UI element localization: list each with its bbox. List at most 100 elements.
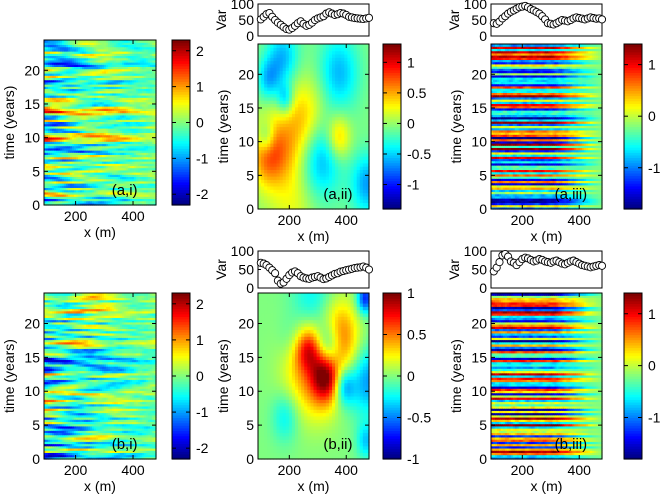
heatmap-cell <box>102 128 105 131</box>
heatmap-cell <box>112 196 115 199</box>
heatmap-cell <box>96 167 99 171</box>
heatmap-cell <box>154 202 157 206</box>
heatmap-cell <box>152 200 155 204</box>
heatmap-cell <box>78 185 81 188</box>
heatmap-cell <box>150 110 153 114</box>
heatmap-cell <box>62 161 65 164</box>
heatmap-cell <box>136 165 139 169</box>
heatmap-cell <box>62 176 65 180</box>
heatmap-cell <box>60 134 63 138</box>
heatmap-cell <box>108 132 111 136</box>
heatmap-cell <box>106 198 109 202</box>
heatmap-cell <box>134 178 137 182</box>
heatmap-cell <box>78 196 81 199</box>
heatmap-cell <box>44 147 47 151</box>
heatmap-cell <box>88 136 91 140</box>
heatmap-cell <box>52 117 55 120</box>
heatmap-cell <box>112 154 115 158</box>
heatmap-cell <box>126 147 129 151</box>
heatmap-cell <box>64 189 67 193</box>
heatmap-cell <box>92 145 95 149</box>
heatmap-cell <box>86 128 89 131</box>
heatmap-cell <box>138 198 141 202</box>
heatmap-cell <box>56 119 59 122</box>
heatmap-cell <box>76 163 79 166</box>
heatmap-cell <box>112 125 115 129</box>
heatmap-cell <box>68 158 71 162</box>
heatmap-cell <box>62 202 65 206</box>
heatmap-cell <box>124 136 127 140</box>
heatmap-cell <box>118 165 121 169</box>
heatmap-cell <box>132 136 135 140</box>
heatmap-cell <box>84 154 87 158</box>
heatmap-cell <box>144 143 147 147</box>
heatmap-cell <box>104 123 107 127</box>
heatmap-cell <box>108 121 111 125</box>
heatmap-cell <box>62 185 65 188</box>
heatmap-cell <box>136 194 139 197</box>
heatmap-cell <box>66 150 69 153</box>
heatmap-cell <box>98 143 101 147</box>
heatmap-cell <box>78 163 81 166</box>
heatmap-cell <box>126 172 129 175</box>
heatmap-cell <box>82 114 85 118</box>
heatmap-cell <box>110 123 113 127</box>
heatmap-cell <box>120 141 123 144</box>
heatmap-cell <box>56 112 59 116</box>
heatmap-cell <box>140 167 143 171</box>
heatmap-cell <box>60 125 63 129</box>
heatmap-cell <box>50 174 53 177</box>
heatmap-cell <box>108 194 111 197</box>
heatmap-cell <box>72 165 75 169</box>
heatmap-cell <box>92 174 95 177</box>
heatmap-cell <box>98 158 101 162</box>
heatmap-cell <box>124 202 127 206</box>
heatmap-cell <box>126 200 129 204</box>
heatmap-cell <box>126 156 129 160</box>
heatmap-cell <box>46 130 49 133</box>
heatmap-cell <box>50 132 53 136</box>
heatmap-cell <box>152 183 155 186</box>
heatmap-cell <box>112 176 115 180</box>
heatmap-cell <box>138 187 141 191</box>
heatmap-cell <box>84 198 87 202</box>
heatmap-cell <box>66 134 69 138</box>
heatmap-cell <box>102 125 105 129</box>
heatmap-cell <box>60 158 63 162</box>
heatmap-cell <box>114 174 117 177</box>
heatmap-cell <box>142 141 145 144</box>
heatmap-cell <box>120 130 123 133</box>
heatmap-cell <box>90 143 93 147</box>
heatmap-cell <box>152 121 155 125</box>
heatmap-cell <box>44 165 47 169</box>
heatmap-cell <box>154 167 157 171</box>
heatmap-cell <box>114 123 117 127</box>
heatmap-cell <box>150 145 153 149</box>
heatmap-cell <box>68 134 71 138</box>
heatmap-cell <box>106 143 109 147</box>
heatmap-cell <box>62 143 65 147</box>
heatmap-cell <box>112 152 115 155</box>
heatmap-cell <box>74 154 77 158</box>
heatmap-cell <box>148 123 151 127</box>
heatmap-cell <box>88 119 91 122</box>
heatmap-cell <box>60 123 63 127</box>
heatmap-cell <box>80 202 83 206</box>
heatmap-cell <box>148 180 151 184</box>
heatmap-cell <box>96 187 99 191</box>
heatmap-cell <box>132 176 135 180</box>
heatmap-cell <box>114 143 117 147</box>
heatmap-cell <box>148 172 151 175</box>
heatmap-cell <box>52 154 55 158</box>
heatmap-cell <box>124 165 127 169</box>
heatmap-cell <box>114 110 117 114</box>
heatmap-cell <box>140 114 143 118</box>
heatmap-cell <box>56 183 59 186</box>
heatmap-cell <box>100 172 103 175</box>
heatmap-cell <box>104 183 107 186</box>
heatmap-cell <box>92 156 95 160</box>
heatmap-cell <box>60 136 63 140</box>
heatmap-cell <box>120 139 123 142</box>
heatmap-cell <box>120 167 123 171</box>
heatmap-cell <box>64 174 67 177</box>
